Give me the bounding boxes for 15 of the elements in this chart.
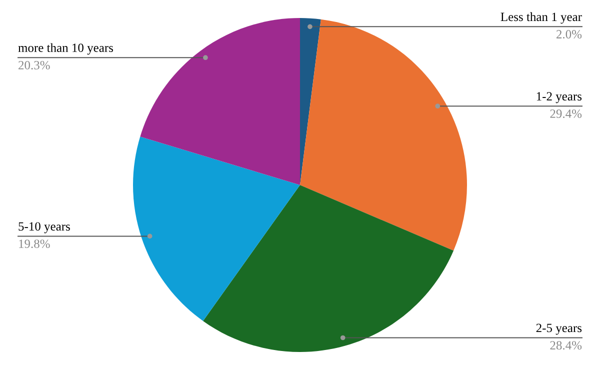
pie-slice (140, 18, 300, 185)
slice-label: 2-5 years (536, 324, 582, 335)
pie-slice (133, 136, 300, 321)
slice-label: more than 10 years (18, 43, 113, 55)
slice-label: 5-10 years (18, 222, 70, 234)
pie-slice (203, 185, 454, 352)
data-label: 2.0% (556, 30, 582, 39)
data-label: 19.8% (19, 240, 50, 248)
pie-slice (300, 18, 321, 185)
data-label: 29.4% (550, 109, 582, 118)
slice-label: 1-2 years (536, 92, 582, 104)
data-label: 28.4% (550, 341, 582, 350)
data-label: 20.3% (18, 60, 50, 70)
pie-slice (300, 19, 467, 251)
slice-label: Less than 1 year (500, 12, 582, 24)
